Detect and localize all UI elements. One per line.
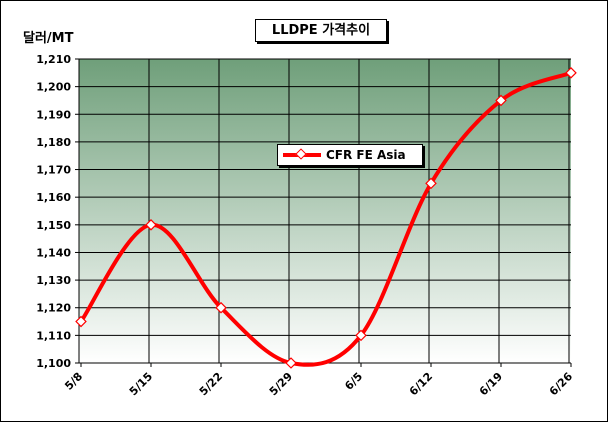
series-layer (75, 67, 577, 369)
x-tick-label: 6/5 (342, 370, 365, 393)
y-axis-unit-label: 달러/MT (23, 31, 74, 46)
chart-title: LLDPE 가격추이 (255, 19, 387, 42)
y-tick-label: 1,170 (36, 164, 71, 177)
y-tick-label: 1,190 (36, 108, 71, 121)
data-point-marker (145, 219, 157, 231)
x-ticks: 5/8 5/15 5/22 5/29 6/5 6/12 6/19 6/26 (62, 363, 575, 398)
x-tick-label: 5/29 (267, 370, 295, 398)
y-tick-label: 1,130 (36, 274, 71, 287)
y-tick-label: 1,180 (36, 136, 71, 149)
data-point-marker (565, 67, 577, 79)
x-tick-label: 6/19 (477, 370, 505, 398)
x-tick-label: 5/15 (127, 370, 155, 398)
legend-label: CFR FE Asia (326, 148, 406, 162)
data-point-marker (215, 301, 227, 314)
data-point-marker (425, 177, 437, 190)
y-tick-label: 1,100 (36, 357, 71, 370)
y-tick-label: 1,210 (36, 53, 71, 66)
x-tick-label: 5/22 (197, 370, 225, 398)
legend-marker-swatch (295, 148, 307, 160)
legend: CFR FE Asia (277, 144, 423, 166)
x-tick-label: 6/12 (407, 370, 435, 398)
y-tick-label: 1,150 (36, 219, 71, 232)
data-point-marker (495, 94, 507, 107)
y-ticks: 1,100 1,110 1,120 1,130 1,140 1,150 1,160 1,170… (36, 53, 79, 370)
y-tick-label: 1,160 (36, 191, 71, 204)
y-tick-label: 1,140 (36, 246, 71, 259)
x-tick-label: 5/8 (62, 370, 85, 393)
gridlines (79, 58, 571, 363)
x-tick-label: 6/26 (547, 370, 576, 399)
data-point-marker (75, 315, 87, 328)
data-point-marker (355, 329, 367, 342)
y-tick-label: 1,200 (36, 81, 71, 94)
y-tick-label: 1,110 (36, 329, 71, 342)
data-point-marker (285, 357, 297, 369)
y-tick-label: 1,120 (36, 302, 71, 315)
